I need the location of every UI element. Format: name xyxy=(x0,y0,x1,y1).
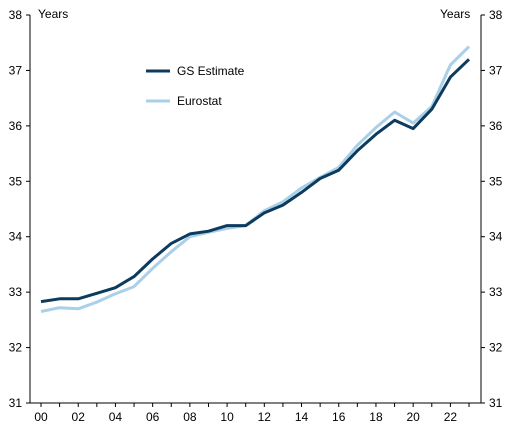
right-y-tick-label: 33 xyxy=(489,285,503,299)
right-y-tick-label: 36 xyxy=(489,119,503,133)
x-tick-label: 12 xyxy=(258,410,272,424)
right-y-tick-label: 32 xyxy=(489,341,503,355)
x-tick-label: 18 xyxy=(369,410,383,424)
left-axis-unit-label: Years xyxy=(38,7,68,21)
legend-label-gs-estimate: GS Estimate xyxy=(177,64,245,78)
series-layer xyxy=(40,45,471,313)
x-tick-label: 14 xyxy=(295,410,309,424)
legend-label-eurostat: Eurostat xyxy=(177,94,222,108)
axes: 31 31 32 32 33 33 34 34 35 35 36 36 37 37 38 38 00 02 04 06… xyxy=(9,8,503,424)
left-y-tick-label: 38 xyxy=(9,8,23,22)
x-tick-label: 06 xyxy=(146,410,160,424)
x-tick-label: 02 xyxy=(72,410,86,424)
right-axis-unit-label: Years xyxy=(440,7,470,21)
series-line-gs-estimate xyxy=(40,58,471,304)
left-y-tick-label: 36 xyxy=(9,119,23,133)
x-tick-label: 04 xyxy=(109,410,123,424)
series-line-eurostat xyxy=(40,45,471,313)
right-y-tick-label: 31 xyxy=(489,396,503,410)
x-tick-label: 08 xyxy=(183,410,197,424)
x-tick-label: 22 xyxy=(444,410,458,424)
right-y-tick-label: 35 xyxy=(489,174,503,188)
left-y-tick-label: 34 xyxy=(9,230,23,244)
right-y-tick-label: 38 xyxy=(489,8,503,22)
x-tick-label: 10 xyxy=(220,410,234,424)
left-y-tick-label: 31 xyxy=(9,396,23,410)
left-y-tick-label: 37 xyxy=(9,63,23,77)
x-tick-label: 16 xyxy=(332,410,346,424)
left-y-tick-label: 35 xyxy=(9,174,23,188)
left-y-tick-label: 33 xyxy=(9,285,23,299)
right-y-tick-label: 37 xyxy=(489,63,503,77)
x-tick-label: 20 xyxy=(406,410,420,424)
x-tick-label: 00 xyxy=(34,410,48,424)
left-y-tick-label: 32 xyxy=(9,341,23,355)
legend: GS Estimate Eurostat xyxy=(146,64,245,108)
right-y-tick-label: 34 xyxy=(489,230,503,244)
